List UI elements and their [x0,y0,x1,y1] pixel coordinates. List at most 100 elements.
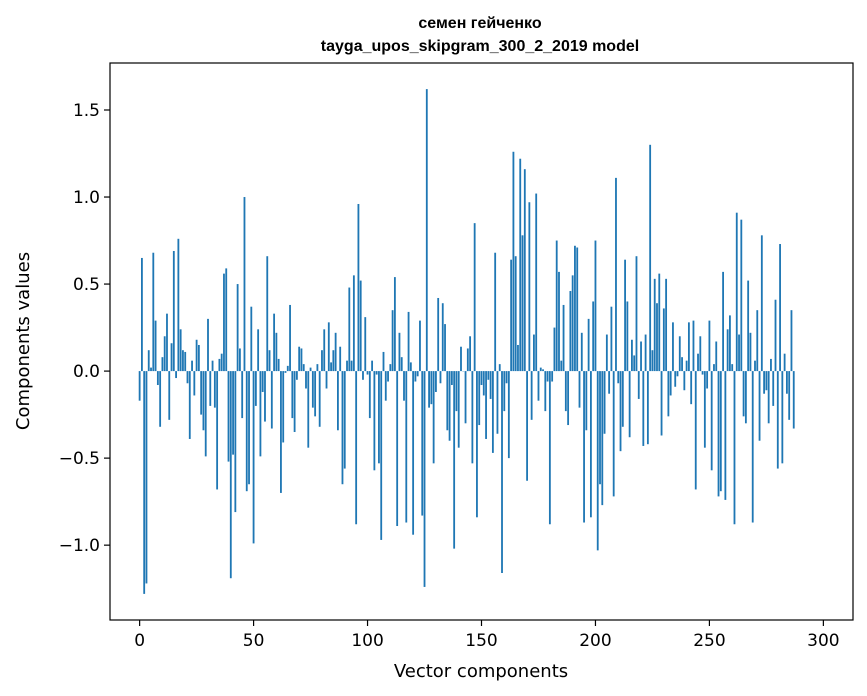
bar [428,371,430,408]
y-tick-label: 0.0 [73,362,100,382]
bar [393,277,396,372]
bar [209,371,212,406]
bar [523,169,526,372]
bar [715,341,718,372]
bar [697,353,699,372]
bar [548,371,551,525]
bar [512,151,515,372]
bar [166,313,168,372]
y-tick-label: 0.5 [73,275,100,295]
bar [603,371,606,434]
bar [792,371,795,429]
bar [316,364,319,372]
bar [373,371,376,471]
bar [464,371,467,424]
bar [738,334,740,372]
bar [444,324,446,372]
bar [254,371,257,406]
bar [717,371,720,497]
bar [396,371,399,527]
bar [653,278,656,372]
bar [223,273,225,372]
x-tick-label: 150 [465,631,497,651]
bar [343,371,346,469]
bar [530,371,533,420]
bar [325,371,328,389]
bar [305,371,307,389]
bar [207,318,209,372]
y-axis-ticks: −1.0 −0.5 0.0 0.5 1.0 1.5 [59,101,110,556]
bar [400,357,403,372]
bar [496,371,499,434]
bar [763,371,766,394]
bar [537,371,540,401]
bar [159,371,162,427]
bar [227,371,230,462]
bar [460,346,462,372]
bar [197,344,200,372]
bar [482,371,485,396]
bar [471,371,474,464]
bar [517,344,519,372]
bar [154,320,157,372]
bar [608,371,611,394]
bar [350,360,353,372]
bar [441,303,444,372]
bar [710,371,713,471]
bar [539,367,542,372]
bar [362,371,364,380]
bar [585,371,588,431]
bar [756,310,759,372]
bar [248,371,250,485]
bar [667,371,670,417]
bar [455,371,458,412]
bar [633,355,636,372]
bar [298,346,301,372]
bar [270,371,273,429]
bar [355,371,358,525]
bar [485,371,487,439]
bar [651,350,654,372]
y-tick-label: 1.5 [73,101,100,121]
bar [147,350,150,372]
bar [382,351,385,372]
bar [576,247,579,372]
bar [273,313,276,372]
bar [731,364,734,372]
bar [257,329,260,372]
bar [259,371,262,457]
bar [286,365,289,372]
bar [234,371,237,513]
bar [722,271,724,372]
bar [450,371,453,386]
bar [555,240,558,372]
plot-frame [109,62,854,621]
bar [674,371,677,387]
bar [770,358,772,372]
bar [640,341,642,372]
bar [202,371,205,431]
bar [498,364,501,372]
bar [291,371,294,419]
bar [407,311,410,372]
bar [232,371,234,455]
bar [776,371,779,469]
bar [323,329,326,372]
bar [300,348,303,372]
bar [631,339,633,372]
bar [783,353,786,372]
bar [578,371,581,408]
bar [211,360,214,372]
bar [318,371,321,427]
bar [491,371,494,453]
bar [172,250,175,372]
bar [184,351,187,372]
bar [646,371,649,445]
bar [375,371,378,375]
bar [514,256,517,372]
bar [596,371,599,551]
bar [321,350,323,372]
bar [425,89,428,372]
bar [681,357,683,372]
